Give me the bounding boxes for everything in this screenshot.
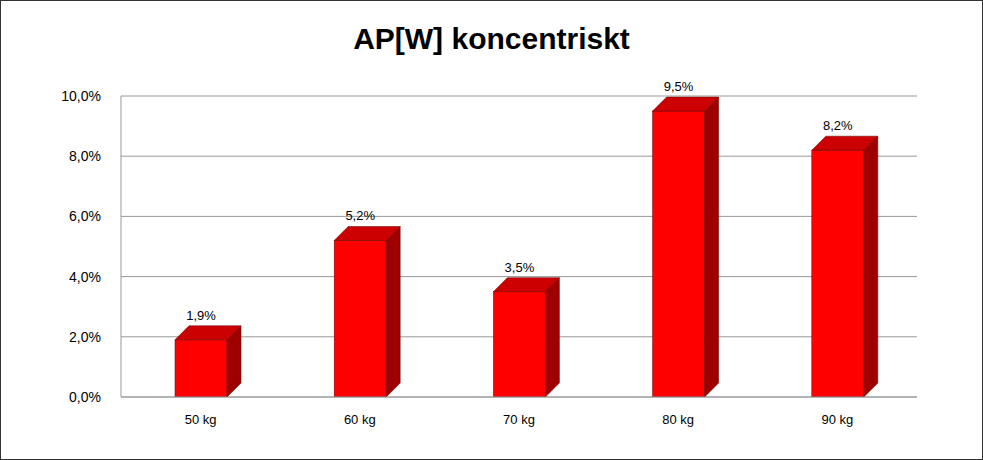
svg-text:80 kg: 80 kg	[662, 412, 694, 427]
svg-text:50 kg: 50 kg	[185, 412, 217, 427]
svg-text:9,5%: 9,5%	[664, 79, 694, 94]
svg-text:6,0%: 6,0%	[69, 208, 101, 224]
svg-text:2,0%: 2,0%	[69, 329, 101, 345]
html-text:AP[W] koncentriskt: AP[W] koncentriskt	[353, 22, 630, 55]
svg-text:90 kg: 90 kg	[821, 412, 853, 427]
svg-text:70 kg: 70 kg	[503, 412, 535, 427]
svg-text:8,2%: 8,2%	[823, 118, 853, 133]
svg-text:60 kg: 60 kg	[344, 412, 376, 427]
svg-text:1,9%: 1,9%	[186, 308, 216, 323]
svg-text:3,5%: 3,5%	[505, 260, 535, 275]
svg-text:4,0%: 4,0%	[69, 269, 101, 285]
svg-text:0,0%: 0,0%	[69, 389, 101, 405]
svg-text:10,0%: 10,0%	[61, 88, 101, 104]
svg-text:8,0%: 8,0%	[69, 148, 101, 164]
svg-text:5,2%: 5,2%	[345, 208, 375, 223]
